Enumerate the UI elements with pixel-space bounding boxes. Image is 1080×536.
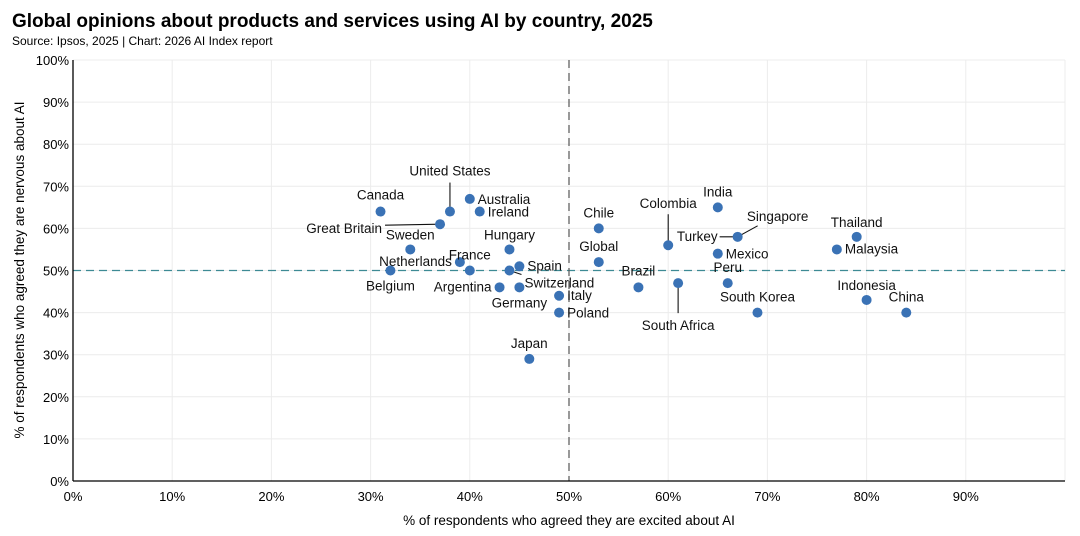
point-label: Peru: [713, 260, 742, 275]
data-point: [554, 307, 565, 318]
y-tick-label: 20%: [43, 390, 69, 405]
y-tick-label: 90%: [43, 95, 69, 110]
chart-title: Global opinions about products and servi…: [12, 11, 653, 32]
point-label: India: [703, 184, 733, 199]
y-tick-label: 100%: [36, 53, 70, 68]
y-tick-label: 60%: [43, 221, 69, 236]
point-label: Sweden: [386, 227, 435, 242]
data-point: [494, 282, 505, 293]
x-tick-label: 10%: [159, 489, 185, 504]
data-point: [474, 206, 485, 217]
y-tick-label: 70%: [43, 179, 69, 194]
x-tick-label: 30%: [358, 489, 384, 504]
point-label: China: [889, 290, 925, 305]
y-tick-label: 40%: [43, 306, 69, 321]
data-point: [504, 265, 515, 276]
data-point: [633, 282, 644, 293]
data-point: [752, 307, 763, 318]
y-tick-label: 50%: [43, 264, 69, 279]
data-point: [464, 193, 475, 204]
point-label: Switzerland: [524, 276, 594, 291]
point-label: Hungary: [484, 227, 535, 242]
y-tick-label: 30%: [43, 348, 69, 363]
x-tick-label: 20%: [258, 489, 284, 504]
data-point: [504, 244, 515, 255]
data-point: [454, 257, 465, 268]
point-label: United States: [409, 164, 490, 179]
x-tick-label: 80%: [854, 489, 880, 504]
point-label: Netherlands: [379, 254, 452, 269]
data-point: [712, 248, 723, 259]
point-label: Thailand: [831, 215, 883, 230]
data-point: [554, 290, 565, 301]
gridlines: [73, 59, 1066, 481]
data-point: [464, 265, 475, 276]
x-tick-label: 40%: [457, 489, 483, 504]
point-label: South Korea: [720, 290, 796, 305]
axes: [72, 60, 1065, 482]
data-point: [524, 353, 535, 364]
data-point: [732, 231, 743, 242]
data-point: [444, 206, 455, 217]
x-tick-label: 60%: [655, 489, 681, 504]
point-label: Belgium: [366, 279, 415, 294]
data-point: [514, 282, 525, 293]
y-tick-label: 10%: [43, 432, 69, 447]
point-label: Italy: [567, 288, 592, 303]
point-label: South Africa: [642, 318, 715, 333]
point-label: Malaysia: [845, 241, 899, 256]
data-point: [901, 307, 912, 318]
data-point: [385, 265, 396, 276]
data-point: [593, 223, 604, 234]
point-label: Germany: [492, 295, 548, 310]
point-label: Japan: [511, 336, 548, 351]
x-tick-label: 90%: [953, 489, 979, 504]
data-point: [663, 240, 674, 251]
point-label: Mexico: [726, 247, 769, 262]
y-axis-label: % of respondents who agreed they are ner…: [12, 102, 27, 439]
point-label: Great Britain: [306, 221, 382, 236]
x-axis-label: % of respondents who agreed they are exc…: [403, 513, 735, 528]
y-tick-label: 0%: [50, 474, 69, 489]
data-point: [375, 206, 386, 217]
data-point: [722, 278, 733, 289]
x-tick-label: 50%: [556, 489, 582, 504]
tick-labels: 0% 10% 20% 30% 40% 50% 60% 70% 80% 90% 0% 10% 20% 30%…: [36, 53, 979, 504]
point-label: Ireland: [488, 205, 529, 220]
x-tick-label: 0%: [64, 489, 83, 504]
point-label: Global: [579, 239, 618, 254]
leader-line: [385, 223, 441, 226]
point-label: Argentina: [434, 279, 492, 294]
point-label: Canada: [357, 188, 405, 203]
data-point: [712, 202, 723, 213]
point-label: Australia: [478, 192, 531, 207]
point-label: Turkey: [677, 229, 718, 244]
data-point: [851, 231, 862, 242]
point-label: Spain: [527, 258, 562, 273]
point-label: Poland: [567, 306, 609, 321]
point-label: Colombia: [640, 196, 698, 211]
data-points: [375, 193, 912, 364]
point-label: Singapore: [747, 209, 809, 224]
data-point: [593, 257, 604, 268]
data-point: [831, 244, 842, 255]
chart-subtitle: Source: Ipsos, 2025 | Chart: 2026 AI Ind…: [12, 34, 273, 48]
point-label: France: [449, 248, 491, 263]
data-point: [673, 278, 684, 289]
x-tick-label: 70%: [754, 489, 780, 504]
data-point: [861, 294, 872, 305]
data-point: [435, 219, 446, 230]
data-point: [405, 244, 416, 255]
point-label: Indonesia: [837, 278, 896, 293]
y-tick-label: 80%: [43, 137, 69, 152]
point-label: Brazil: [622, 263, 656, 278]
point-label: Chile: [583, 205, 614, 220]
data-point: [514, 261, 525, 272]
